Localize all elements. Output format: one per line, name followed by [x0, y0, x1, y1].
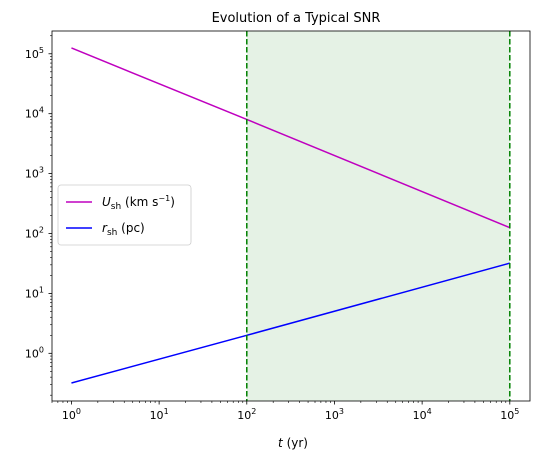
legend-entry-0: Ush (km s−1) — [102, 194, 175, 212]
plot-area — [71, 31, 511, 401]
y-tick-label-2: 102 — [25, 226, 44, 241]
legend: Ush (km s−1) rsh (pc) — [57, 184, 192, 246]
legend-box — [57, 184, 192, 246]
axes-frame — [51, 30, 531, 402]
legend-entry-1: rsh (pc) — [102, 221, 145, 238]
y-tick-label-1: 101 — [25, 285, 44, 300]
x-tick-label-4: 104 — [413, 407, 432, 422]
x-tick-label-0: 100 — [62, 407, 81, 422]
x-tick-label-2: 102 — [237, 407, 256, 422]
x-tick-label-3: 103 — [325, 407, 344, 422]
x-tick-label-1: 101 — [150, 407, 169, 422]
shaded-region — [246, 31, 510, 401]
x-tick-label-5: 105 — [500, 407, 519, 422]
y-tick-label-3: 103 — [25, 166, 44, 181]
y-tick-label-5: 105 — [25, 46, 44, 61]
axes: 100 101 102 103 104 105 100 101 102 103 104 105 — [25, 30, 531, 422]
x-axis-label: t (yr) — [278, 436, 308, 450]
chart-title: Evolution of a Typical SNR — [212, 11, 381, 26]
y-tick-label-4: 104 — [25, 106, 44, 121]
y-tick-label-0: 100 — [25, 345, 44, 360]
